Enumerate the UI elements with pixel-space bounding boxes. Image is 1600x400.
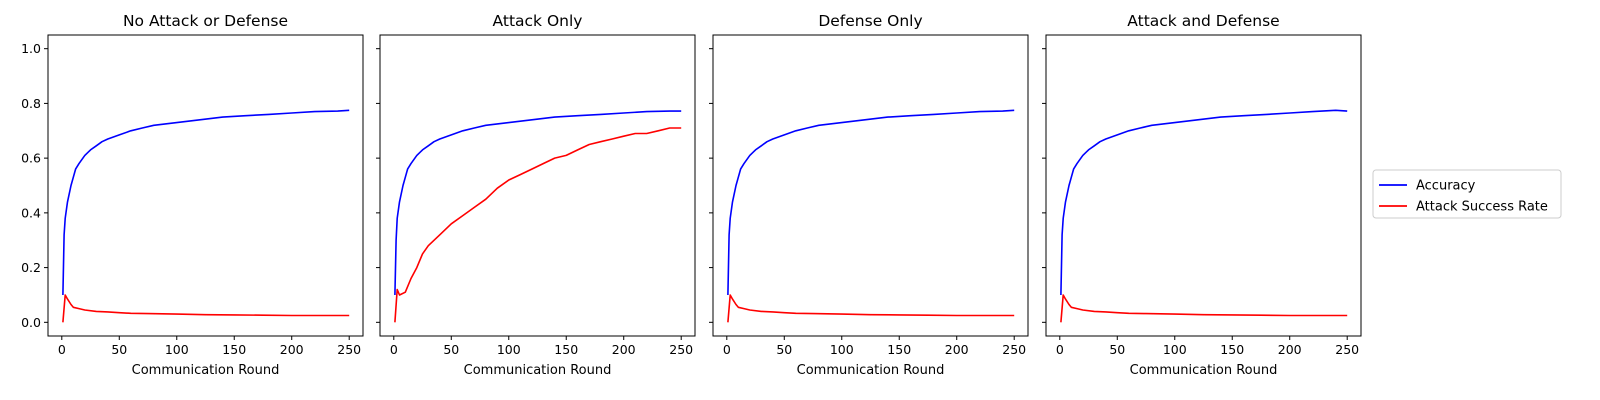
x-tick-label: 250 [337, 342, 361, 357]
x-tick-label: 150 [1220, 342, 1244, 357]
series-line-accuracy [1060, 109, 1348, 296]
x-tick-label: 100 [830, 342, 854, 357]
legend-label: Attack Success Rate [1416, 200, 1548, 215]
x-tick-label: 150 [222, 342, 246, 357]
x-axis-label: Communication Round [132, 363, 280, 378]
legend: Accuracy Attack Success Rate [1372, 169, 1562, 219]
x-tick-label: 200 [945, 342, 969, 357]
x-tick-label: 200 [612, 342, 636, 357]
legend-box [1372, 169, 1562, 219]
chart-panel-no-attack-or-defense: No Attack or Defense 0 50 100 150 200 250 0.0 0.… [21, 12, 364, 378]
x-tick-label: 100 [165, 342, 189, 357]
x-tick-label: 150 [887, 342, 911, 357]
series-line-attack-success-rate [62, 294, 350, 323]
series-line-accuracy [62, 109, 350, 296]
legend-label: Accuracy [1416, 179, 1476, 194]
x-tick-label: 50 [443, 342, 459, 357]
panel-title: Attack Only [493, 12, 583, 30]
x-tick-label: 200 [1278, 342, 1302, 357]
x-axis-label: Communication Round [464, 363, 612, 378]
panel-title: Defense Only [818, 12, 922, 30]
x-axis-label: Communication Round [1130, 363, 1278, 378]
panel-title: No Attack or Defense [123, 12, 288, 30]
y-tick-label: 0.8 [21, 96, 41, 111]
series-line-attack-success-rate [394, 127, 682, 323]
series-line-attack-success-rate [1060, 294, 1348, 323]
x-tick-label: 0 [1056, 342, 1064, 357]
series-line-accuracy [394, 110, 682, 296]
x-tick-label: 0 [390, 342, 398, 357]
x-tick-label: 150 [554, 342, 578, 357]
x-tick-label: 250 [1002, 342, 1026, 357]
x-tick-label: 50 [111, 342, 127, 357]
y-tick-label: 1.0 [21, 41, 41, 56]
y-tick-label: 0.4 [21, 205, 41, 220]
chart-panel-defense-only: Defense Only 0 50 100 150 200 250 Communication… [709, 12, 1029, 378]
chart-panel-attack-and-defense: Attack and Defense 0 50 100 150 200 250 Communi… [1042, 12, 1362, 378]
x-tick-label: 200 [280, 342, 304, 357]
x-tick-label: 50 [1109, 342, 1125, 357]
x-tick-label: 250 [1335, 342, 1359, 357]
chart-panels: No Attack or Defense 0 50 100 150 200 250 0.0 0.… [21, 12, 1362, 378]
x-tick-label: 100 [1163, 342, 1187, 357]
plot-frame [1045, 34, 1362, 337]
plot-frame [47, 34, 364, 337]
series-line-attack-success-rate [727, 294, 1015, 323]
plot-frame [712, 34, 1029, 337]
y-tick-label: 0.6 [21, 151, 41, 166]
chart-panel-attack-only: Attack Only 0 50 100 150 200 250 Communication … [376, 12, 696, 378]
x-tick-label: 250 [669, 342, 693, 357]
x-tick-label: 100 [497, 342, 521, 357]
y-tick-label: 0.0 [21, 315, 41, 330]
y-tick-label: 0.2 [21, 260, 41, 275]
series-line-accuracy [727, 109, 1015, 296]
x-axis-label: Communication Round [797, 363, 945, 378]
x-tick-label: 0 [58, 342, 66, 357]
x-tick-label: 0 [723, 342, 731, 357]
panel-title: Attack and Defense [1127, 12, 1279, 30]
plot-frame [379, 34, 696, 337]
x-tick-label: 50 [776, 342, 792, 357]
